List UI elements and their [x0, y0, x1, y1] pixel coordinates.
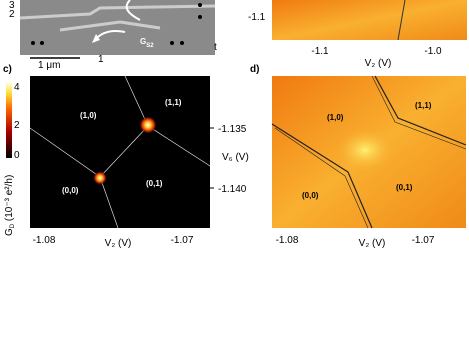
colorbar: [6, 82, 12, 158]
panel-c: c) 4 2 0 GD (10⁻³ e²/h) (1,0) (1,1) (0,0…: [3, 64, 249, 249]
region-label: (0,1): [396, 183, 413, 192]
x-axis-label: V₂ (V): [365, 58, 392, 69]
region-label: (1,1): [415, 101, 432, 110]
colorbar-tick: 0: [14, 150, 20, 161]
label-part: G: [4, 228, 15, 236]
panel-letter: c): [3, 64, 12, 75]
contact-label: 2: [9, 9, 15, 20]
x-tick-label: -1.1: [311, 46, 329, 57]
sem-image: 3 2 GS2 1 μm 1 t: [9, 0, 217, 71]
label-part: G: [140, 37, 146, 46]
x-axis-label: V₂ (V): [359, 238, 386, 249]
colorbar-tick: 2: [14, 120, 20, 131]
gate-label: GS2: [140, 37, 154, 49]
y-axis-label: V₆ (V): [222, 152, 249, 163]
panel-d: d) (1,0) (1,1) (0,0) (0,1) -1.08 -1.07 V…: [250, 64, 467, 249]
region-label: (0,1): [146, 179, 163, 188]
colorbar-tick: 4: [14, 82, 20, 93]
x-axis-label: V₂ (V): [105, 238, 132, 249]
x-tick-label: -1.08: [276, 235, 299, 246]
region-label: (0,0): [62, 186, 79, 195]
contact-label: 3: [9, 0, 15, 11]
region-label: (1,0): [80, 111, 97, 120]
panel-letter: d): [250, 64, 259, 75]
scale-bar-label: 1 μm: [38, 60, 60, 71]
y-tick-label: -1.135: [218, 124, 247, 135]
contact-label: t: [214, 42, 217, 53]
x-tick-label: -1.0: [424, 46, 442, 57]
panel-b: -1.1 -1.1 -1.0 V₂ (V): [248, 0, 467, 69]
x-tick-label: -1.07: [412, 235, 435, 246]
region-label: (1,0): [327, 113, 344, 122]
region-label: (1,1): [165, 98, 182, 107]
x-tick-label: -1.07: [171, 235, 194, 246]
y-tick-label: -1.140: [218, 184, 247, 195]
colorbar-label: GD (10⁻³ e²/h): [4, 175, 16, 236]
region-label: (0,0): [302, 191, 319, 200]
y-tick-label: -1.1: [248, 12, 266, 23]
x-tick-label: -1.08: [33, 235, 56, 246]
label-part: S2: [146, 43, 154, 49]
label-part: (10⁻³ e²/h): [4, 175, 15, 224]
label-part: D: [10, 223, 16, 228]
contact-label: 1: [98, 54, 104, 65]
